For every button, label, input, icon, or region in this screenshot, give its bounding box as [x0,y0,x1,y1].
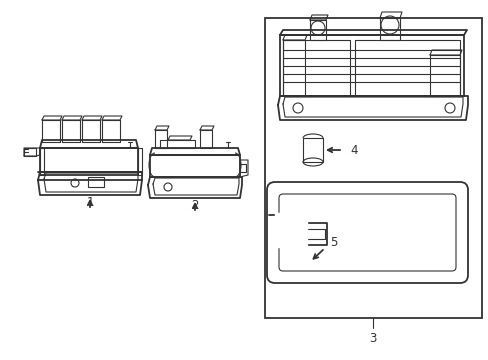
Bar [264,18,481,318]
Text: 2: 2 [191,198,198,212]
Text: 3: 3 [368,332,376,345]
Text: 1: 1 [86,195,94,208]
Polygon shape [274,213,306,247]
Text: 4: 4 [349,144,357,157]
Bar [88,177,104,187]
Text: 5: 5 [329,237,337,249]
FancyBboxPatch shape [279,194,455,271]
